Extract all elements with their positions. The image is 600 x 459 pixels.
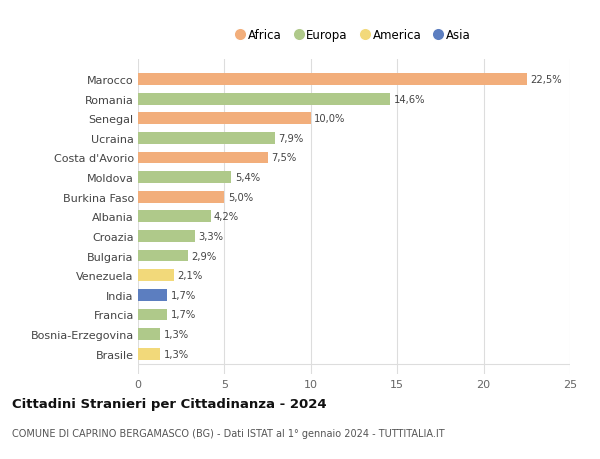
Text: 1,7%: 1,7%: [171, 310, 196, 320]
Bar: [138, 348, 160, 360]
Bar: [138, 152, 268, 164]
Legend: Africa, Europa, America, Asia: Africa, Europa, America, Asia: [232, 25, 476, 47]
Text: 1,3%: 1,3%: [164, 330, 189, 339]
Text: 1,7%: 1,7%: [171, 290, 196, 300]
Text: 2,9%: 2,9%: [191, 251, 217, 261]
Bar: [138, 309, 167, 321]
Text: COMUNE DI CAPRINO BERGAMASCO (BG) - Dati ISTAT al 1° gennaio 2024 - TUTTITALIA.I: COMUNE DI CAPRINO BERGAMASCO (BG) - Dati…: [12, 428, 445, 438]
Bar: [138, 172, 232, 184]
Bar: [138, 329, 160, 340]
Bar: [138, 94, 390, 105]
Bar: [138, 289, 167, 301]
Bar: [138, 211, 211, 223]
Text: 4,2%: 4,2%: [214, 212, 239, 222]
Text: 7,5%: 7,5%: [271, 153, 296, 163]
Bar: [138, 270, 174, 281]
Bar: [138, 133, 275, 145]
Text: 5,4%: 5,4%: [235, 173, 260, 183]
Text: 2,1%: 2,1%: [178, 271, 203, 280]
Text: 7,9%: 7,9%: [278, 134, 303, 144]
Bar: [138, 191, 224, 203]
Text: 1,3%: 1,3%: [164, 349, 189, 359]
Bar: [138, 74, 527, 86]
Text: 22,5%: 22,5%: [530, 75, 562, 85]
Text: 5,0%: 5,0%: [228, 192, 253, 202]
Text: 14,6%: 14,6%: [394, 95, 425, 104]
Text: 10,0%: 10,0%: [314, 114, 346, 124]
Bar: [138, 250, 188, 262]
Bar: [138, 230, 195, 242]
Bar: [138, 113, 311, 125]
Text: 3,3%: 3,3%: [199, 231, 223, 241]
Text: Cittadini Stranieri per Cittadinanza - 2024: Cittadini Stranieri per Cittadinanza - 2…: [12, 397, 326, 410]
